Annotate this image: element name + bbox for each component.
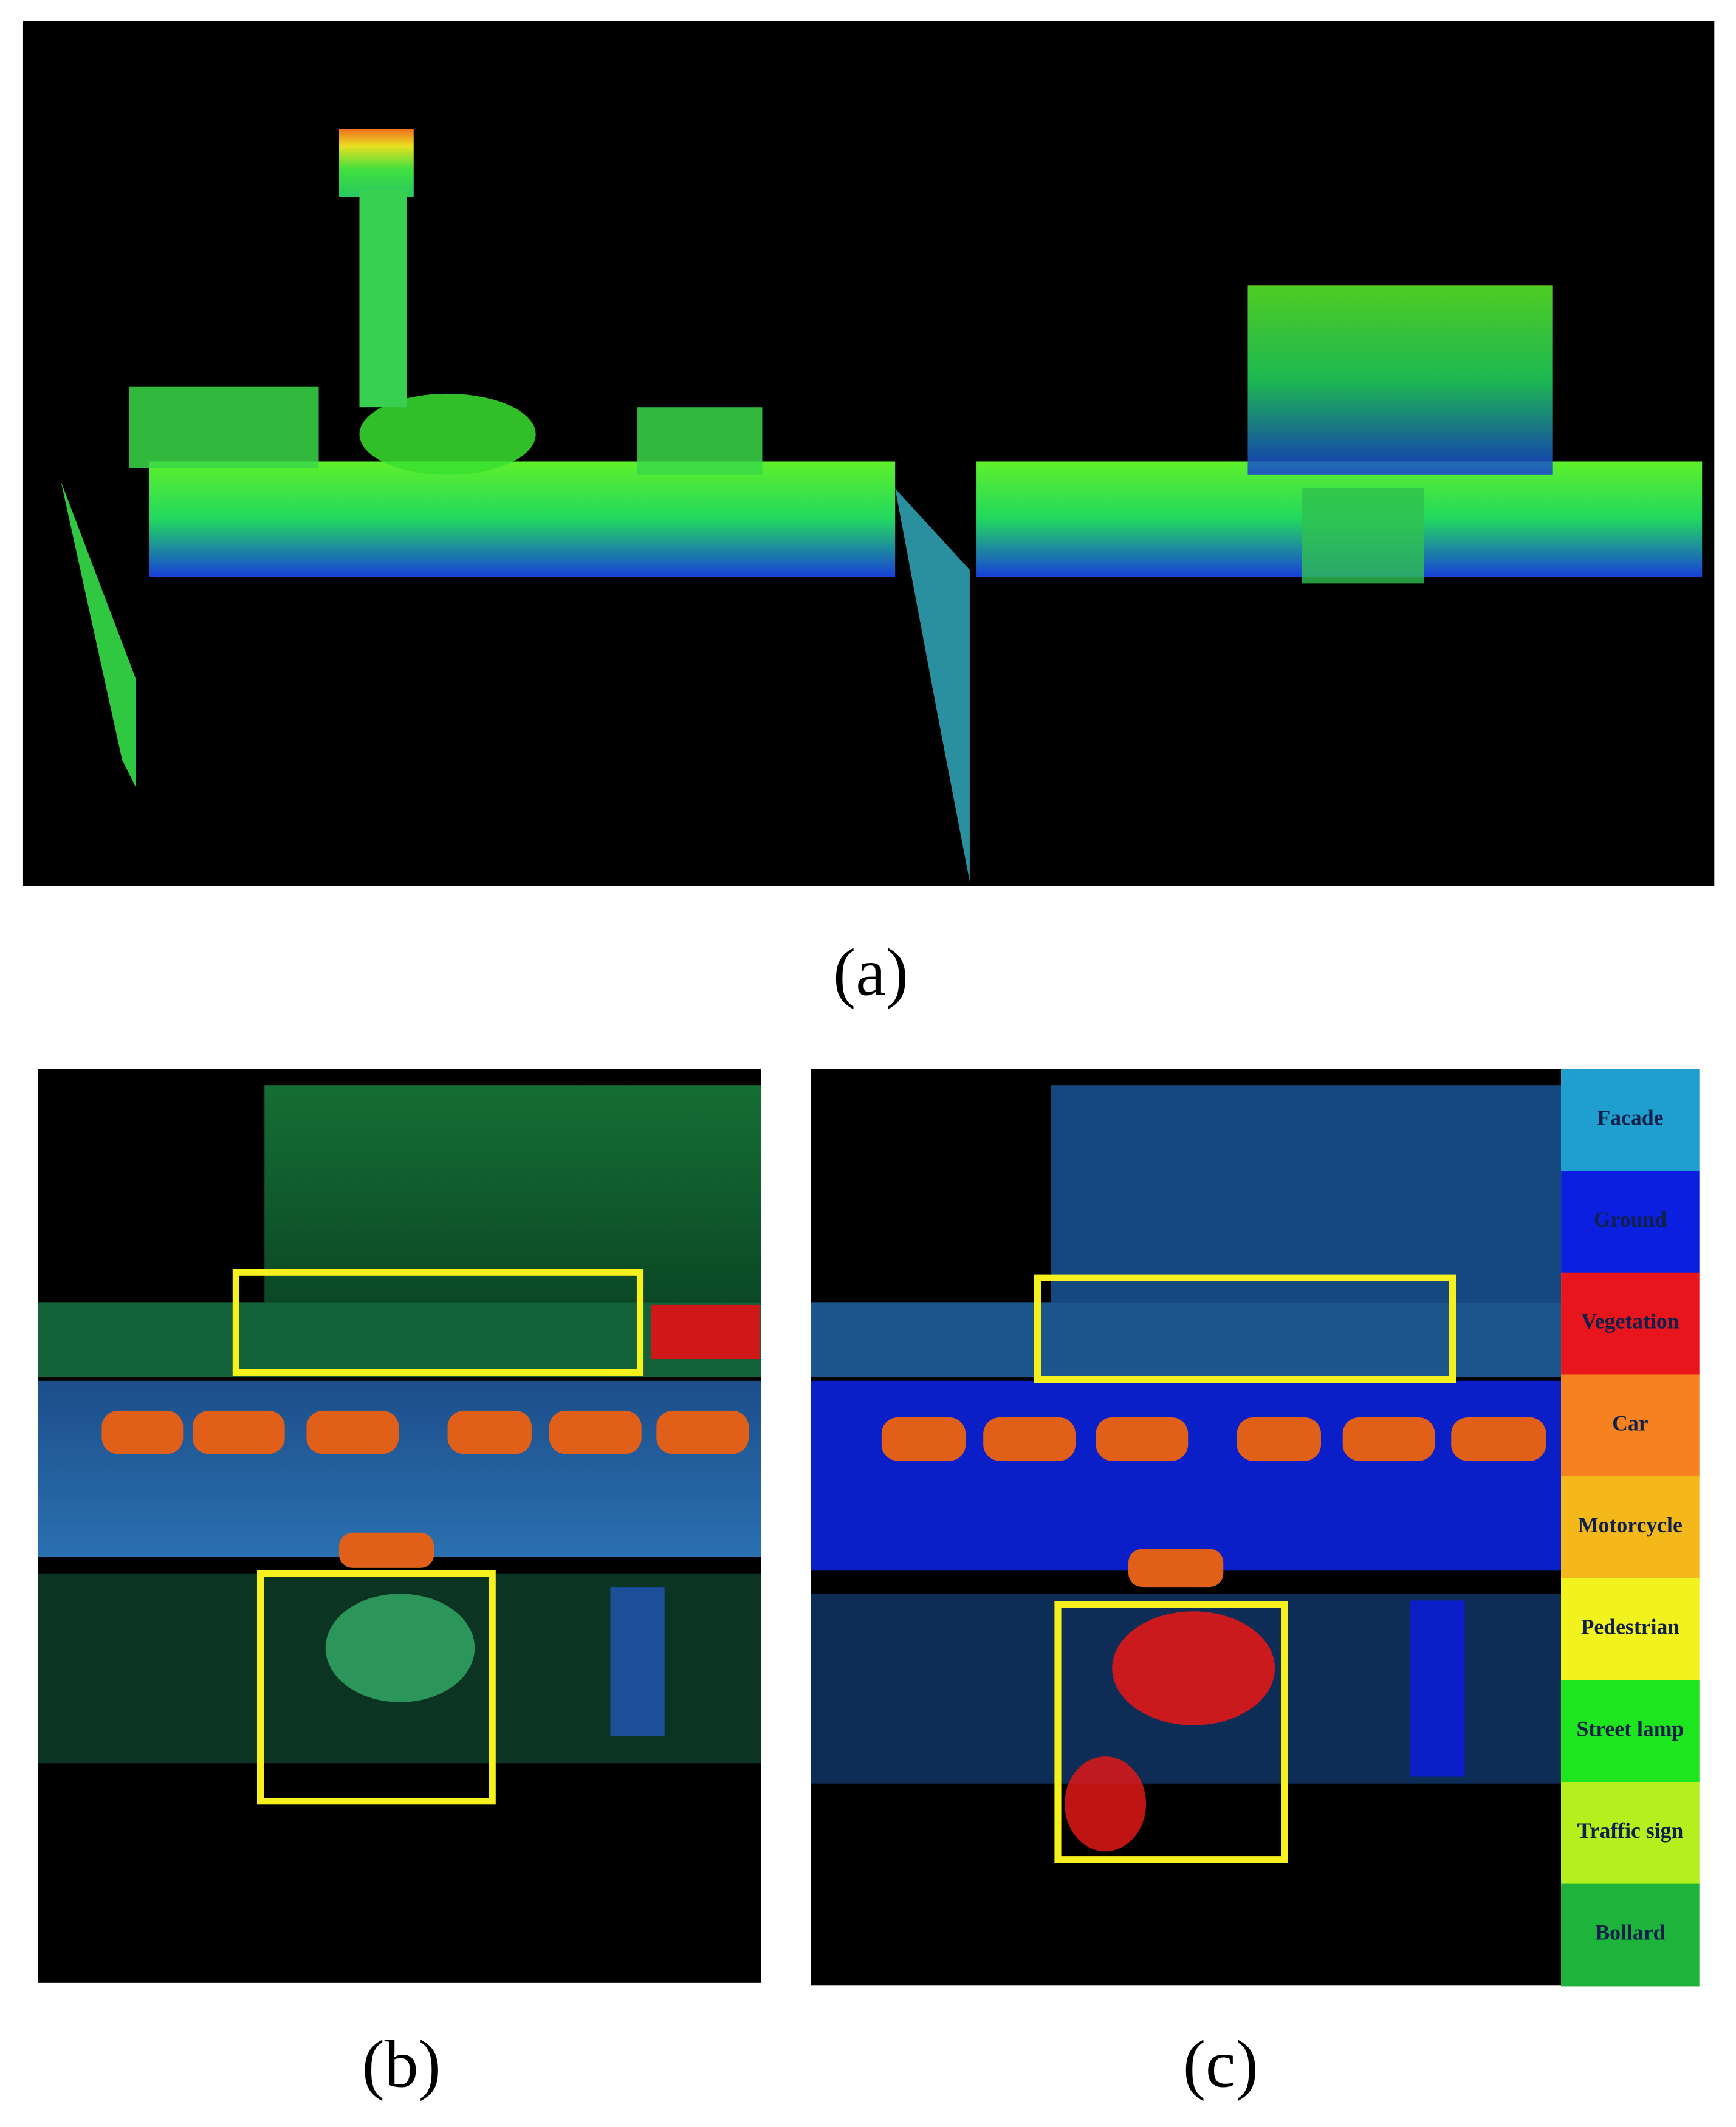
- legend-label: Motorcycle: [1578, 1513, 1683, 1537]
- road: [811, 1380, 1562, 1571]
- building: [1247, 285, 1553, 475]
- legend: Facade Ground Vegetation Car Motorcycle Pedes…: [1561, 1069, 1700, 1987]
- cars: [101, 1410, 749, 1568]
- caption: (b): [362, 2027, 441, 2102]
- highlight-box: [232, 1269, 644, 1376]
- panel-a: [22, 21, 1715, 886]
- legend-swatch: [1561, 1781, 1700, 1885]
- panel-c: [811, 1069, 1562, 1986]
- caption: (c): [1183, 2027, 1258, 2102]
- tree: [325, 1594, 475, 1702]
- legend-label: Pedestrian: [1581, 1615, 1680, 1639]
- legend-swatch: [1561, 1171, 1700, 1273]
- tree: [1112, 1611, 1275, 1725]
- highlight-box: [1034, 1274, 1456, 1383]
- panel-b: [38, 1069, 761, 1983]
- tower-top: [339, 129, 414, 197]
- legend-label: Vegetation: [1581, 1309, 1679, 1334]
- tower: [359, 190, 407, 408]
- building: [129, 386, 319, 468]
- legend-swatch: [1561, 1476, 1700, 1579]
- legend-label: Facade: [1597, 1105, 1663, 1129]
- road: [38, 1380, 761, 1557]
- caption: (a): [833, 936, 908, 1010]
- legend-swatch: [1561, 1069, 1700, 1172]
- legend-swatch: [1561, 1680, 1700, 1783]
- legend-label: Bollard: [1595, 1920, 1665, 1945]
- cars: [881, 1417, 1546, 1588]
- ramp: [1410, 1600, 1465, 1777]
- ramp: [610, 1587, 665, 1736]
- legend-swatch: [1561, 1374, 1700, 1478]
- side-wall: [61, 481, 136, 787]
- legend-swatch: [1561, 1578, 1700, 1681]
- legend-label: Car: [1612, 1411, 1649, 1435]
- building: [1302, 488, 1424, 584]
- legend-label: Ground: [1594, 1207, 1667, 1231]
- building: [637, 407, 763, 475]
- street-facade: [149, 461, 896, 577]
- legend-swatch: [1561, 1272, 1700, 1375]
- legend-label: Street lamp: [1576, 1716, 1684, 1741]
- building: [264, 1085, 761, 1303]
- highlight-box: [1054, 1601, 1288, 1863]
- legend-label: Traffic sign: [1577, 1818, 1683, 1843]
- facade: [811, 1302, 1562, 1377]
- side-wall: [895, 488, 970, 882]
- highlight-box: [256, 1570, 496, 1805]
- facade-red: [651, 1304, 760, 1360]
- tree: [359, 393, 536, 475]
- legend-swatch: [1561, 1883, 1700, 1987]
- building: [1051, 1085, 1562, 1303]
- tree: [1065, 1756, 1147, 1852]
